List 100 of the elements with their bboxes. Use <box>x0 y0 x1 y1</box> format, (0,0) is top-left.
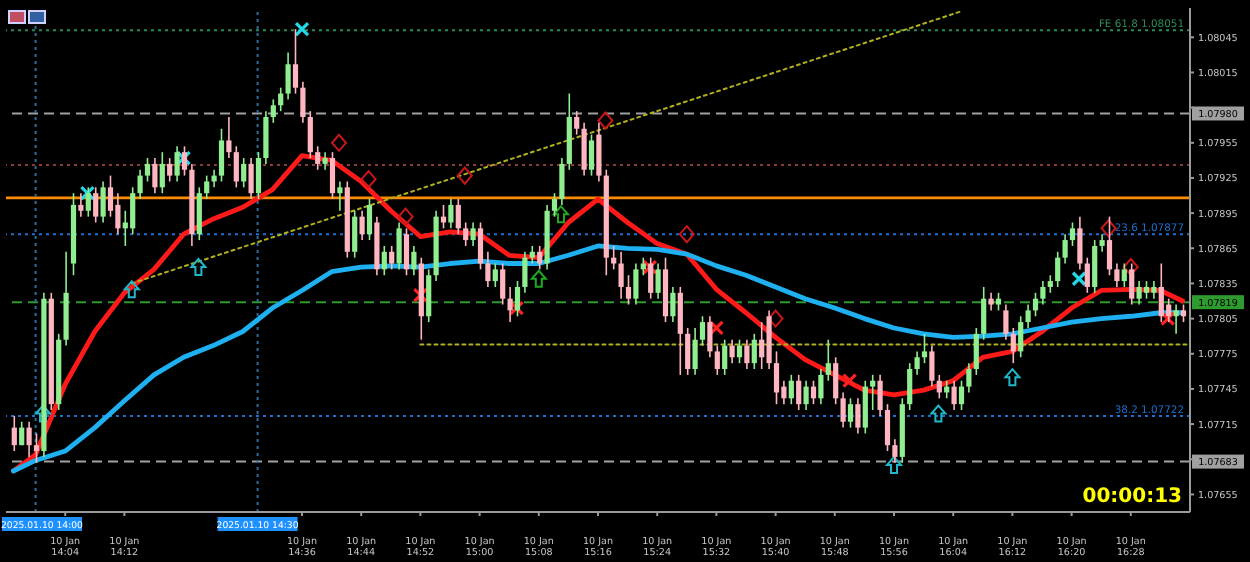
candlestick <box>1032 292 1039 318</box>
point <box>294 21 310 37</box>
candlestick <box>463 221 469 247</box>
candlestick <box>655 262 661 300</box>
point <box>553 205 569 224</box>
point <box>1122 258 1139 277</box>
point <box>678 225 695 244</box>
point <box>331 133 347 152</box>
candlestick <box>847 397 854 429</box>
candlestick <box>329 151 336 200</box>
candlestick <box>862 379 868 435</box>
candlestick <box>1018 315 1024 359</box>
candlestick <box>470 221 476 247</box>
candlestick <box>366 198 373 241</box>
candlestick <box>1077 215 1083 271</box>
candlestick <box>522 251 528 294</box>
candlestick <box>263 110 269 165</box>
candlestick <box>359 209 365 241</box>
candlestick <box>1129 262 1135 306</box>
candlestick <box>167 157 173 183</box>
candlestick <box>485 251 491 288</box>
candlestick <box>981 286 987 341</box>
candlestick <box>1114 262 1120 288</box>
point <box>123 280 140 299</box>
candlestick <box>855 397 861 435</box>
candlestick <box>11 415 17 452</box>
candlestick <box>374 215 380 277</box>
candlestick <box>292 28 299 95</box>
candlestick <box>1121 262 1127 288</box>
candlestick <box>692 327 698 376</box>
candlestick <box>1173 303 1179 335</box>
candlestick <box>507 286 513 323</box>
candlestick <box>100 180 106 224</box>
point <box>1100 219 1117 238</box>
candlestick <box>396 221 402 271</box>
candlestick <box>559 157 565 206</box>
candlestick <box>551 192 558 218</box>
point <box>1004 368 1021 387</box>
candlestick <box>759 321 765 370</box>
candlestick <box>796 374 802 411</box>
candlestick <box>255 151 262 200</box>
candlestick <box>137 168 143 200</box>
point <box>886 456 902 475</box>
candlestick <box>566 92 572 171</box>
candlestick <box>833 356 839 405</box>
candlestick <box>840 391 846 429</box>
candlestick <box>818 368 824 405</box>
candlestick <box>618 251 624 300</box>
candlestick <box>537 245 543 271</box>
candlestick <box>1084 256 1090 294</box>
candlestick <box>625 274 632 306</box>
candlestick <box>892 438 898 464</box>
candlestick <box>751 333 757 370</box>
candlestick <box>63 251 69 347</box>
candlestick <box>448 198 454 230</box>
candlestick <box>411 245 417 277</box>
candlestick <box>1040 280 1046 306</box>
candlestick <box>300 81 306 124</box>
candlestick <box>803 379 809 411</box>
candlestick <box>884 403 891 452</box>
candlestick <box>1062 233 1068 265</box>
line-series <box>11 153 1185 474</box>
candlestick <box>285 51 291 101</box>
candlestick <box>389 245 395 271</box>
candlestick <box>914 350 920 376</box>
candlestick <box>907 362 913 411</box>
candlestick <box>714 344 720 376</box>
candlestick <box>825 338 831 382</box>
candlestick <box>218 127 225 183</box>
candlestick <box>33 432 40 464</box>
candlestick <box>248 157 254 200</box>
point <box>176 150 192 166</box>
point <box>842 373 858 389</box>
candlestick <box>514 280 521 318</box>
point <box>190 258 207 277</box>
candlestick <box>181 145 188 177</box>
candlestick <box>662 256 669 323</box>
candlestick <box>951 379 957 411</box>
candlestick <box>1025 303 1031 329</box>
candlestick <box>174 145 180 183</box>
point <box>597 111 614 130</box>
candlestick <box>1158 262 1164 323</box>
candlestick <box>144 157 151 183</box>
candlestick <box>78 192 84 218</box>
point <box>1160 311 1176 327</box>
candlestick <box>729 338 735 364</box>
candlestick <box>596 122 602 183</box>
point <box>412 287 428 303</box>
candlestick <box>1003 303 1009 341</box>
candlestick <box>574 110 580 136</box>
candlestick <box>744 338 750 370</box>
candlestick <box>426 268 432 323</box>
candlestick <box>159 151 165 194</box>
candlestick <box>492 262 498 288</box>
candlestick <box>648 256 654 300</box>
candlestick <box>477 221 484 271</box>
candlestick <box>455 198 461 236</box>
candlestick <box>1136 280 1142 306</box>
point <box>930 404 947 423</box>
annotation: 00:00:13 <box>1082 486 1182 508</box>
